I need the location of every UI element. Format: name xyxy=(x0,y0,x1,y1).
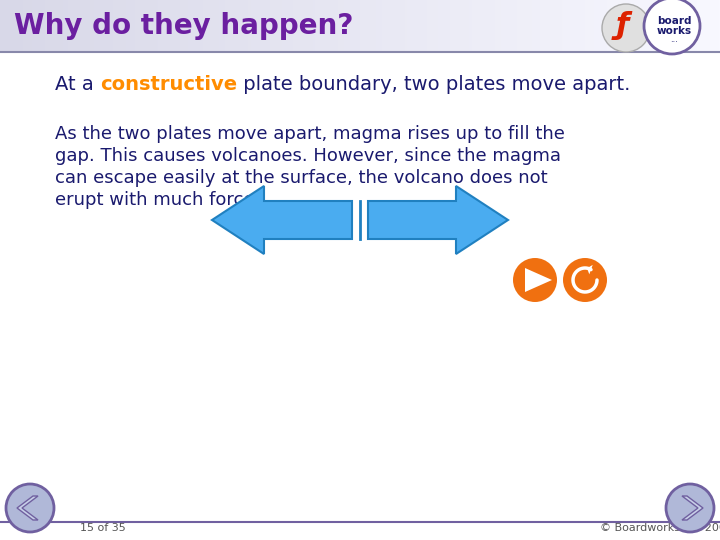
Text: © Boardworks Ltd 2006: © Boardworks Ltd 2006 xyxy=(600,523,720,533)
Text: constructive: constructive xyxy=(100,76,237,94)
FancyArrow shape xyxy=(368,186,508,254)
Circle shape xyxy=(644,0,700,54)
Circle shape xyxy=(666,484,714,532)
Text: board: board xyxy=(657,16,691,26)
Text: ...: ... xyxy=(670,36,678,44)
Text: ƒ: ƒ xyxy=(616,11,629,40)
Text: works: works xyxy=(657,26,692,36)
Text: At a: At a xyxy=(55,76,100,94)
Polygon shape xyxy=(525,268,552,292)
Text: 15 of 35: 15 of 35 xyxy=(80,523,126,533)
Circle shape xyxy=(7,485,55,533)
Text: erupt with much force.: erupt with much force. xyxy=(55,191,260,209)
Polygon shape xyxy=(17,496,38,520)
Circle shape xyxy=(513,258,557,302)
Text: can escape easily at the surface, the volcano does not: can escape easily at the surface, the vo… xyxy=(55,169,548,187)
Circle shape xyxy=(6,484,54,532)
Circle shape xyxy=(667,485,715,533)
Text: As the two plates move apart, magma rises up to fill the: As the two plates move apart, magma rise… xyxy=(55,125,565,143)
Circle shape xyxy=(563,258,607,302)
Text: plate boundary, two plates move apart.: plate boundary, two plates move apart. xyxy=(237,76,631,94)
Circle shape xyxy=(602,4,650,52)
FancyArrow shape xyxy=(212,186,352,254)
Polygon shape xyxy=(682,496,703,520)
Text: gap. This causes volcanoes. However, since the magma: gap. This causes volcanoes. However, sin… xyxy=(55,147,561,165)
Polygon shape xyxy=(587,265,593,274)
Text: Why do they happen?: Why do they happen? xyxy=(14,12,354,40)
